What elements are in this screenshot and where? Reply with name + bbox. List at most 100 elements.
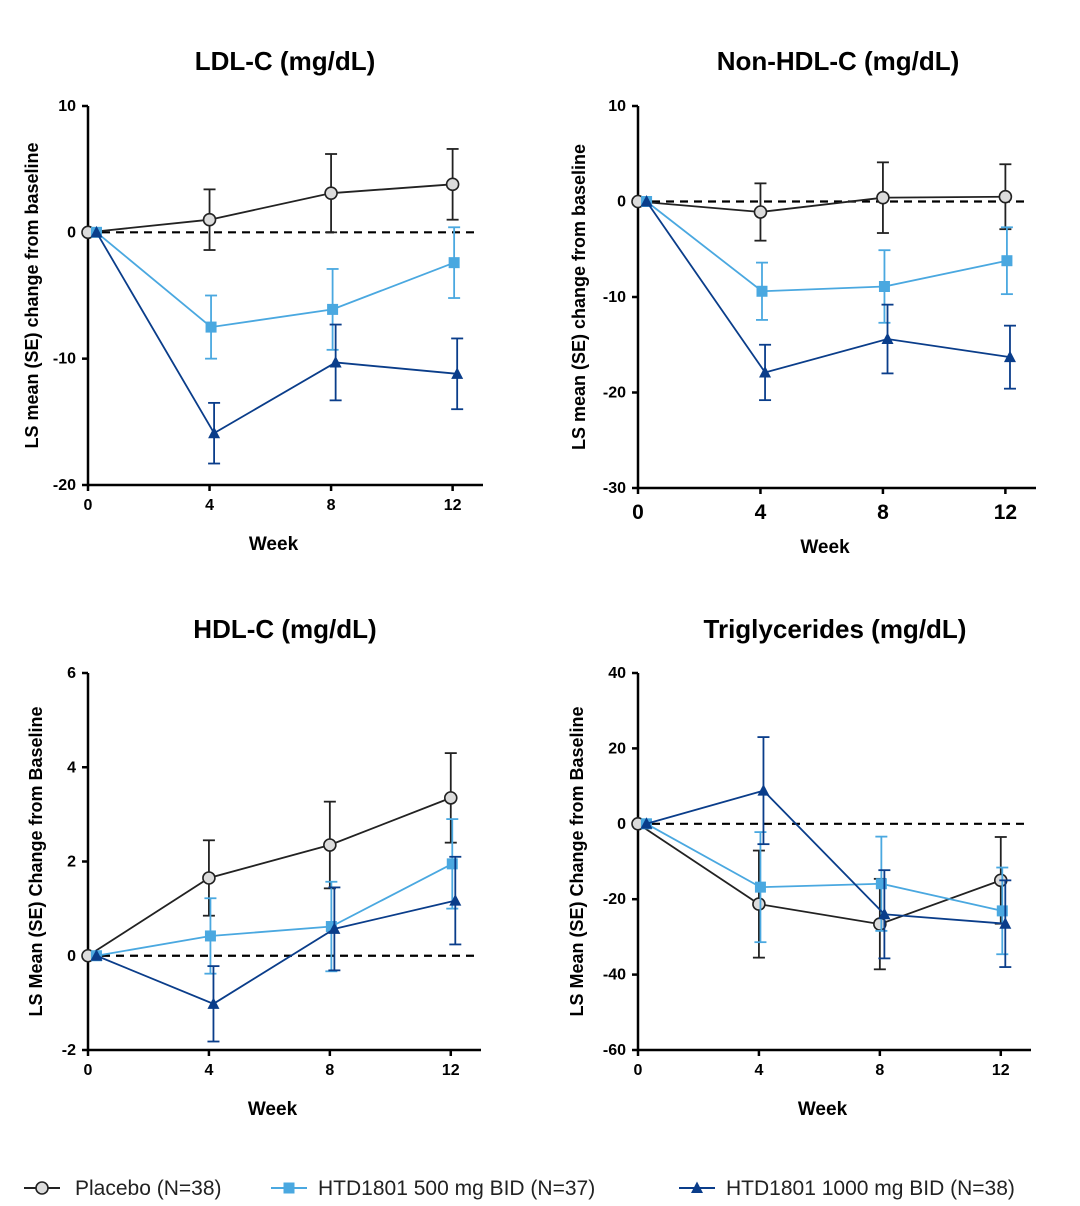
chart-title: Triglycerides (mg/dL) — [704, 614, 967, 644]
series-line-dose500 — [95, 231, 455, 329]
data-point-square — [325, 921, 337, 933]
y-tick-label: 40 — [608, 665, 626, 682]
x-tick-label: 12 — [442, 1062, 460, 1079]
y-tick-label: -10 — [53, 351, 76, 368]
y-tick-label: 10 — [608, 98, 626, 115]
data-point-triangle — [329, 355, 342, 368]
data-point-square — [756, 285, 768, 297]
data-point-triangle — [757, 784, 770, 796]
series-dose500 — [641, 196, 1013, 324]
series-line-dose500 — [646, 200, 1008, 293]
chart-panel-4: Triglycerides (mg/dL) LS Mean (SE) Change… — [567, 614, 1031, 1120]
data-point-circle — [323, 838, 337, 852]
x-tick-label: 8 — [875, 1062, 884, 1079]
legend-marker-square — [283, 1182, 295, 1194]
series-line-dose500 — [646, 823, 1003, 912]
y-tick-label: 10 — [58, 98, 76, 115]
series-line-placebo — [87, 797, 452, 957]
x-tick-label: 4 — [755, 501, 767, 524]
x-tick-label: 12 — [444, 497, 462, 514]
data-point-square — [1001, 255, 1013, 267]
data-point-circle — [876, 190, 890, 205]
y-tick-label: 4 — [67, 759, 76, 776]
data-point-circle — [445, 177, 460, 192]
data-point-circle — [752, 897, 766, 911]
x-axis-label: Week — [800, 537, 850, 558]
data-point-circle — [202, 871, 216, 885]
chart-title: HDL-C (mg/dL) — [193, 614, 376, 644]
x-tick-label: 8 — [325, 1062, 334, 1079]
x-tick-label: 4 — [205, 497, 214, 514]
x-tick-label: 0 — [632, 501, 644, 524]
series-placebo — [631, 816, 1008, 971]
series-dose1000 — [90, 225, 464, 465]
series-dose500 — [640, 818, 1009, 956]
series-dose500 — [90, 818, 459, 975]
data-point-triangle — [451, 367, 464, 379]
legend-label: HTD1801 1000 mg BID (N=38) — [726, 1177, 1015, 1200]
y-tick-label: 2 — [67, 854, 76, 871]
series-dose1000 — [640, 195, 1016, 402]
data-point-square — [754, 881, 766, 893]
chart-panel-2: Non-HDL-C (mg/dL) LS mean (SE) change fro… — [569, 46, 1036, 558]
data-point-triangle — [1003, 350, 1016, 363]
series-line-placebo — [637, 823, 1002, 926]
data-point-triangle — [640, 817, 653, 829]
y-tick-label: -60 — [603, 1042, 626, 1059]
data-point-square — [996, 905, 1008, 917]
chart-title: LDL-C (mg/dL) — [195, 46, 376, 76]
chart-panel-3: HDL-C (mg/dL) LS Mean (SE) Change from Ba… — [26, 614, 481, 1120]
data-point-circle — [324, 186, 338, 200]
y-tick-label: 0 — [67, 948, 76, 965]
series-placebo — [631, 161, 1013, 242]
chart-panel-1: LDL-C (mg/dL) LS mean (SE) change from ba… — [22, 46, 483, 555]
x-tick-label: 8 — [327, 497, 336, 514]
data-point-triangle — [328, 922, 341, 934]
legend-marker-triangle — [691, 1181, 703, 1193]
legend-label: Placebo (N=38) — [75, 1177, 222, 1200]
y-tick-label: -30 — [603, 480, 626, 497]
x-tick-label: 4 — [204, 1062, 213, 1079]
x-tick-label: 12 — [992, 1062, 1010, 1079]
y-tick-label: 0 — [617, 816, 626, 833]
y-tick-label: -20 — [603, 891, 626, 908]
data-point-circle — [998, 189, 1013, 204]
data-point-square — [875, 878, 887, 890]
data-point-triangle — [759, 365, 772, 378]
data-point-triangle — [881, 332, 894, 345]
data-point-square — [448, 257, 460, 269]
data-point-triangle — [207, 997, 220, 1009]
series-placebo — [81, 148, 460, 251]
x-tick-label: 0 — [84, 497, 93, 514]
x-tick-label: 8 — [877, 501, 889, 524]
data-point-square — [205, 321, 217, 333]
series-line-placebo — [87, 183, 453, 234]
data-point-triangle — [640, 195, 653, 207]
y-tick-label: -40 — [603, 967, 626, 984]
series-dose1000 — [90, 855, 462, 1043]
legend-label: HTD1801 500 mg BID (N=37) — [318, 1177, 595, 1200]
x-axis-label: Week — [798, 1099, 848, 1120]
data-point-circle — [753, 205, 768, 219]
x-axis-label: Week — [249, 534, 299, 555]
data-point-triangle — [208, 426, 221, 439]
series-dose1000 — [640, 736, 1012, 968]
y-tick-label: 6 — [67, 665, 76, 682]
data-point-square — [446, 858, 458, 870]
y-axis-label: LS Mean (SE) Change from Baseline — [26, 706, 46, 1016]
legend: Placebo (N=38) HTD1801 500 mg BID (N=37) H… — [24, 1177, 1015, 1200]
y-tick-label: -2 — [62, 1042, 76, 1059]
x-tick-label: 0 — [84, 1062, 93, 1079]
series-line-dose500 — [96, 863, 453, 957]
x-tick-label: 12 — [994, 501, 1017, 524]
series-line-dose1000 — [95, 231, 458, 435]
series-line-dose1000 — [96, 899, 456, 1005]
y-tick-label: -20 — [53, 477, 76, 494]
y-tick-label: 0 — [67, 224, 76, 241]
x-tick-label: 4 — [754, 1062, 763, 1079]
series-dose500 — [91, 226, 461, 360]
y-tick-label: 20 — [608, 740, 626, 757]
y-axis-label: LS mean (SE) change from baseline — [22, 142, 42, 448]
data-point-square — [878, 280, 890, 292]
